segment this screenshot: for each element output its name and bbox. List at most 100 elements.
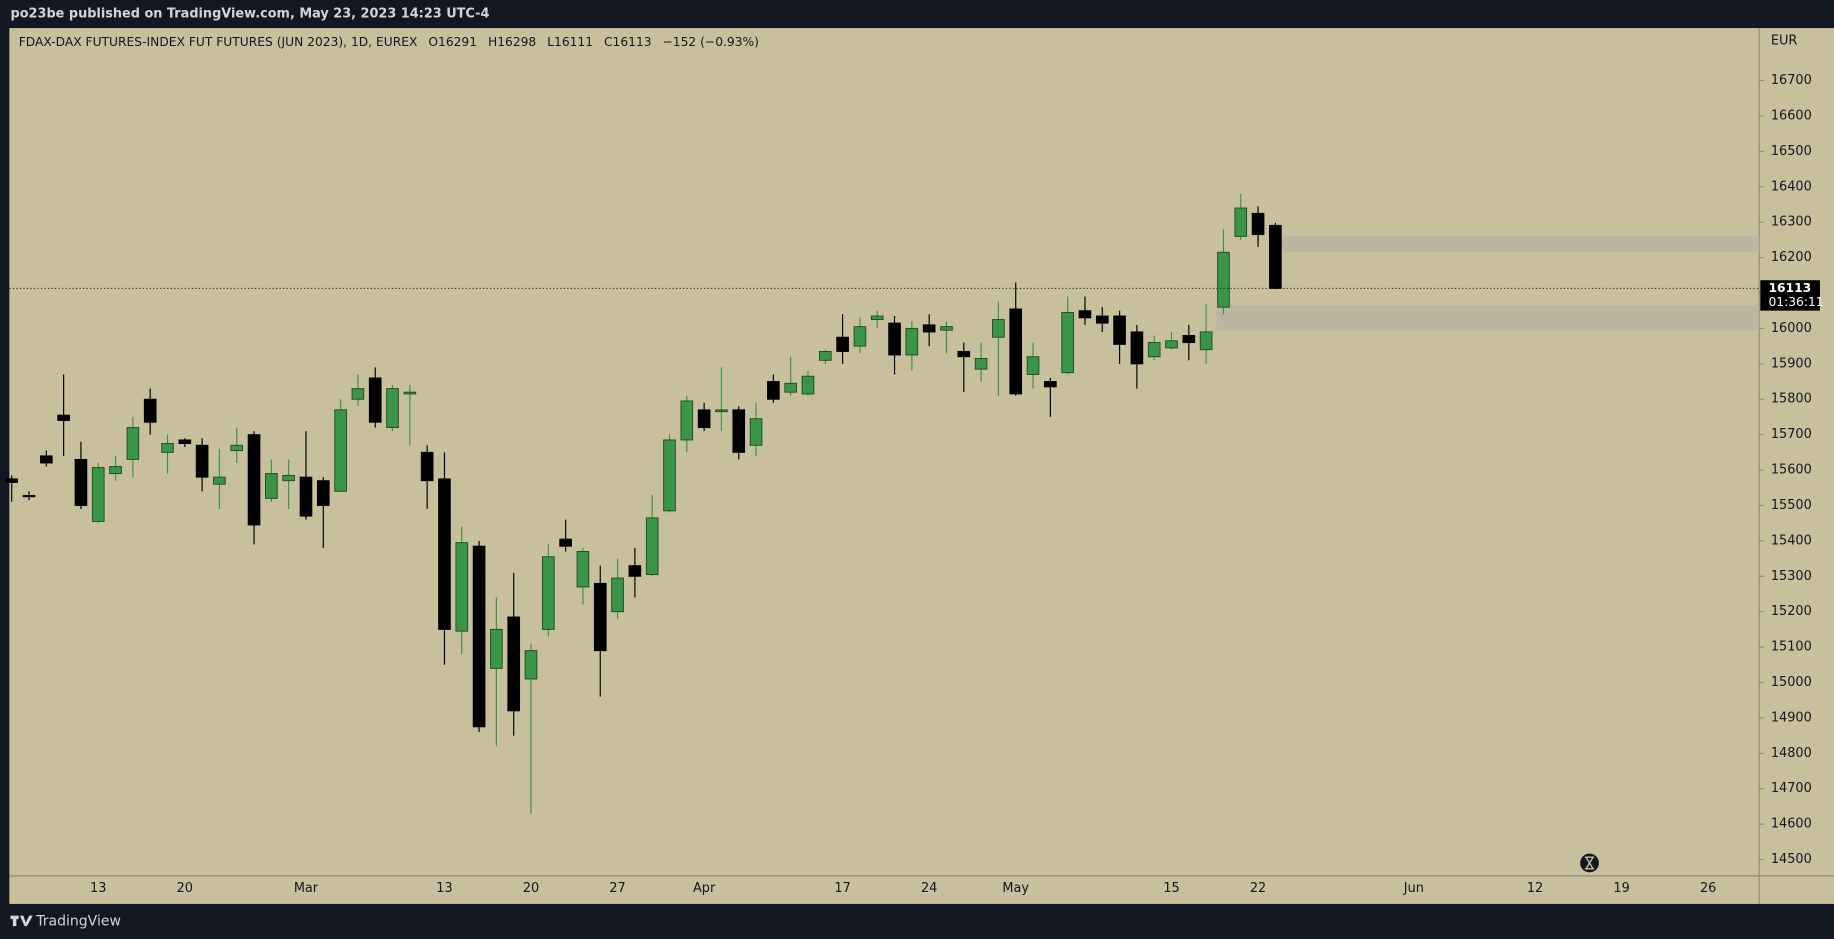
y-tick-label: 15100 <box>1771 640 1812 655</box>
candle-body <box>1130 331 1144 365</box>
ohlc-value: 16111 <box>554 35 593 49</box>
x-tick-label: May <box>1002 881 1029 896</box>
header-text: po23be published on TradingView.com, May… <box>11 7 490 22</box>
candle-body <box>922 324 936 333</box>
price-zone <box>1216 305 1760 331</box>
candle-body <box>455 542 469 632</box>
plot-area <box>5 193 1760 814</box>
candle-body <box>992 319 1005 338</box>
y-tick-label: 16000 <box>1771 321 1812 336</box>
candle-body <box>645 517 659 575</box>
y-tick-label: 14500 <box>1771 852 1812 867</box>
y-tick-label: 15200 <box>1771 604 1812 619</box>
candle-body <box>749 418 763 446</box>
candle-body <box>143 398 157 423</box>
x-tick-label: Apr <box>693 881 716 896</box>
candle-body <box>507 616 521 712</box>
last-price-label: 16113 <box>1769 281 1812 295</box>
y-tick-label: 15600 <box>1771 463 1812 478</box>
candle-body <box>213 476 226 485</box>
ohlc-value: 16291 <box>438 35 477 49</box>
candle-body <box>715 409 728 413</box>
replay-icon[interactable] <box>1580 853 1599 873</box>
candle-body <box>1199 331 1213 351</box>
candle-body <box>542 556 555 630</box>
y-tick-label: 15500 <box>1771 498 1812 513</box>
chart-panel <box>9 28 1834 904</box>
candle-body <box>230 444 244 452</box>
y-tick-label: 14800 <box>1771 746 1812 761</box>
candle-body <box>195 444 209 478</box>
y-tick-label: 16200 <box>1771 250 1812 265</box>
ohlc-label: L <box>547 35 554 49</box>
x-tick-label: 15 <box>1163 881 1179 896</box>
candle-body <box>161 443 174 453</box>
candle-body <box>334 409 347 492</box>
candle-body <box>351 388 365 400</box>
candle-body <box>593 582 607 652</box>
y-tick-label: 15700 <box>1771 427 1812 442</box>
y-tick-label: 14700 <box>1771 781 1812 796</box>
x-tick-label: 24 <box>921 881 937 896</box>
candle-body <box>299 476 313 517</box>
ohlc-label: C <box>604 35 613 49</box>
candle-body <box>91 467 105 522</box>
candle-body <box>1165 340 1178 349</box>
candle-body <box>247 434 261 526</box>
candle-body <box>472 545 486 728</box>
change: −152 (−0.93%) <box>663 35 759 49</box>
ohlc-value: 16113 <box>613 35 652 49</box>
ohlc-label: O <box>428 35 438 49</box>
tv-logo[interactable]: TradingView <box>10 913 121 929</box>
candle-body <box>74 458 88 506</box>
ohlc-value: 16298 <box>497 35 536 49</box>
candle-body <box>1078 310 1092 319</box>
candle-body <box>282 474 295 482</box>
candle-body <box>490 628 503 669</box>
candle-body <box>1234 207 1248 237</box>
candle-body <box>818 350 832 361</box>
y-tick-label: 15900 <box>1771 356 1812 371</box>
y-tick-label: 16400 <box>1771 179 1812 194</box>
candle-body <box>368 377 382 423</box>
candle-body <box>905 327 919 356</box>
candle-body <box>57 414 70 421</box>
candle-body <box>957 350 971 358</box>
candle-body <box>1217 251 1230 308</box>
candle-body <box>403 391 417 395</box>
candle-body <box>940 326 953 331</box>
x-tick-label: Mar <box>294 881 319 896</box>
candle-body <box>1026 356 1040 375</box>
candle-body <box>1182 335 1196 344</box>
y-tick-label: 16300 <box>1771 215 1812 230</box>
candle-body <box>663 439 676 512</box>
x-tick-label: 26 <box>1700 881 1716 896</box>
candle-body <box>126 427 140 460</box>
candle-body <box>420 451 434 482</box>
y-tick-label: 16700 <box>1771 73 1812 88</box>
candle-body <box>1269 224 1282 289</box>
candle-body <box>801 375 815 395</box>
y-tick-label: 14600 <box>1771 817 1812 832</box>
y-tick-label: 15000 <box>1771 675 1812 690</box>
symbol-legend: FDAX-DAX FUTURES-INDEX FUT FUTURES (JUN … <box>19 35 759 49</box>
candle-body <box>853 326 867 347</box>
candle-body <box>974 358 988 370</box>
candle-body <box>109 466 122 475</box>
ohlc-label: H <box>488 35 497 49</box>
y-tick-label: 15400 <box>1771 533 1812 548</box>
candle-body <box>5 478 19 483</box>
candle-body <box>767 381 780 400</box>
candle-body <box>178 439 192 444</box>
candle-body <box>680 400 694 441</box>
candle-body <box>697 409 711 429</box>
candle-body <box>628 565 642 577</box>
x-tick-label: 27 <box>609 881 625 896</box>
x-tick-label: 13 <box>436 881 452 896</box>
candle-body <box>40 455 53 464</box>
symbol-title: FDAX-DAX FUTURES-INDEX FUT FUTURES (JUN … <box>19 35 418 49</box>
candle-body <box>438 478 451 630</box>
candle-body <box>576 551 590 588</box>
